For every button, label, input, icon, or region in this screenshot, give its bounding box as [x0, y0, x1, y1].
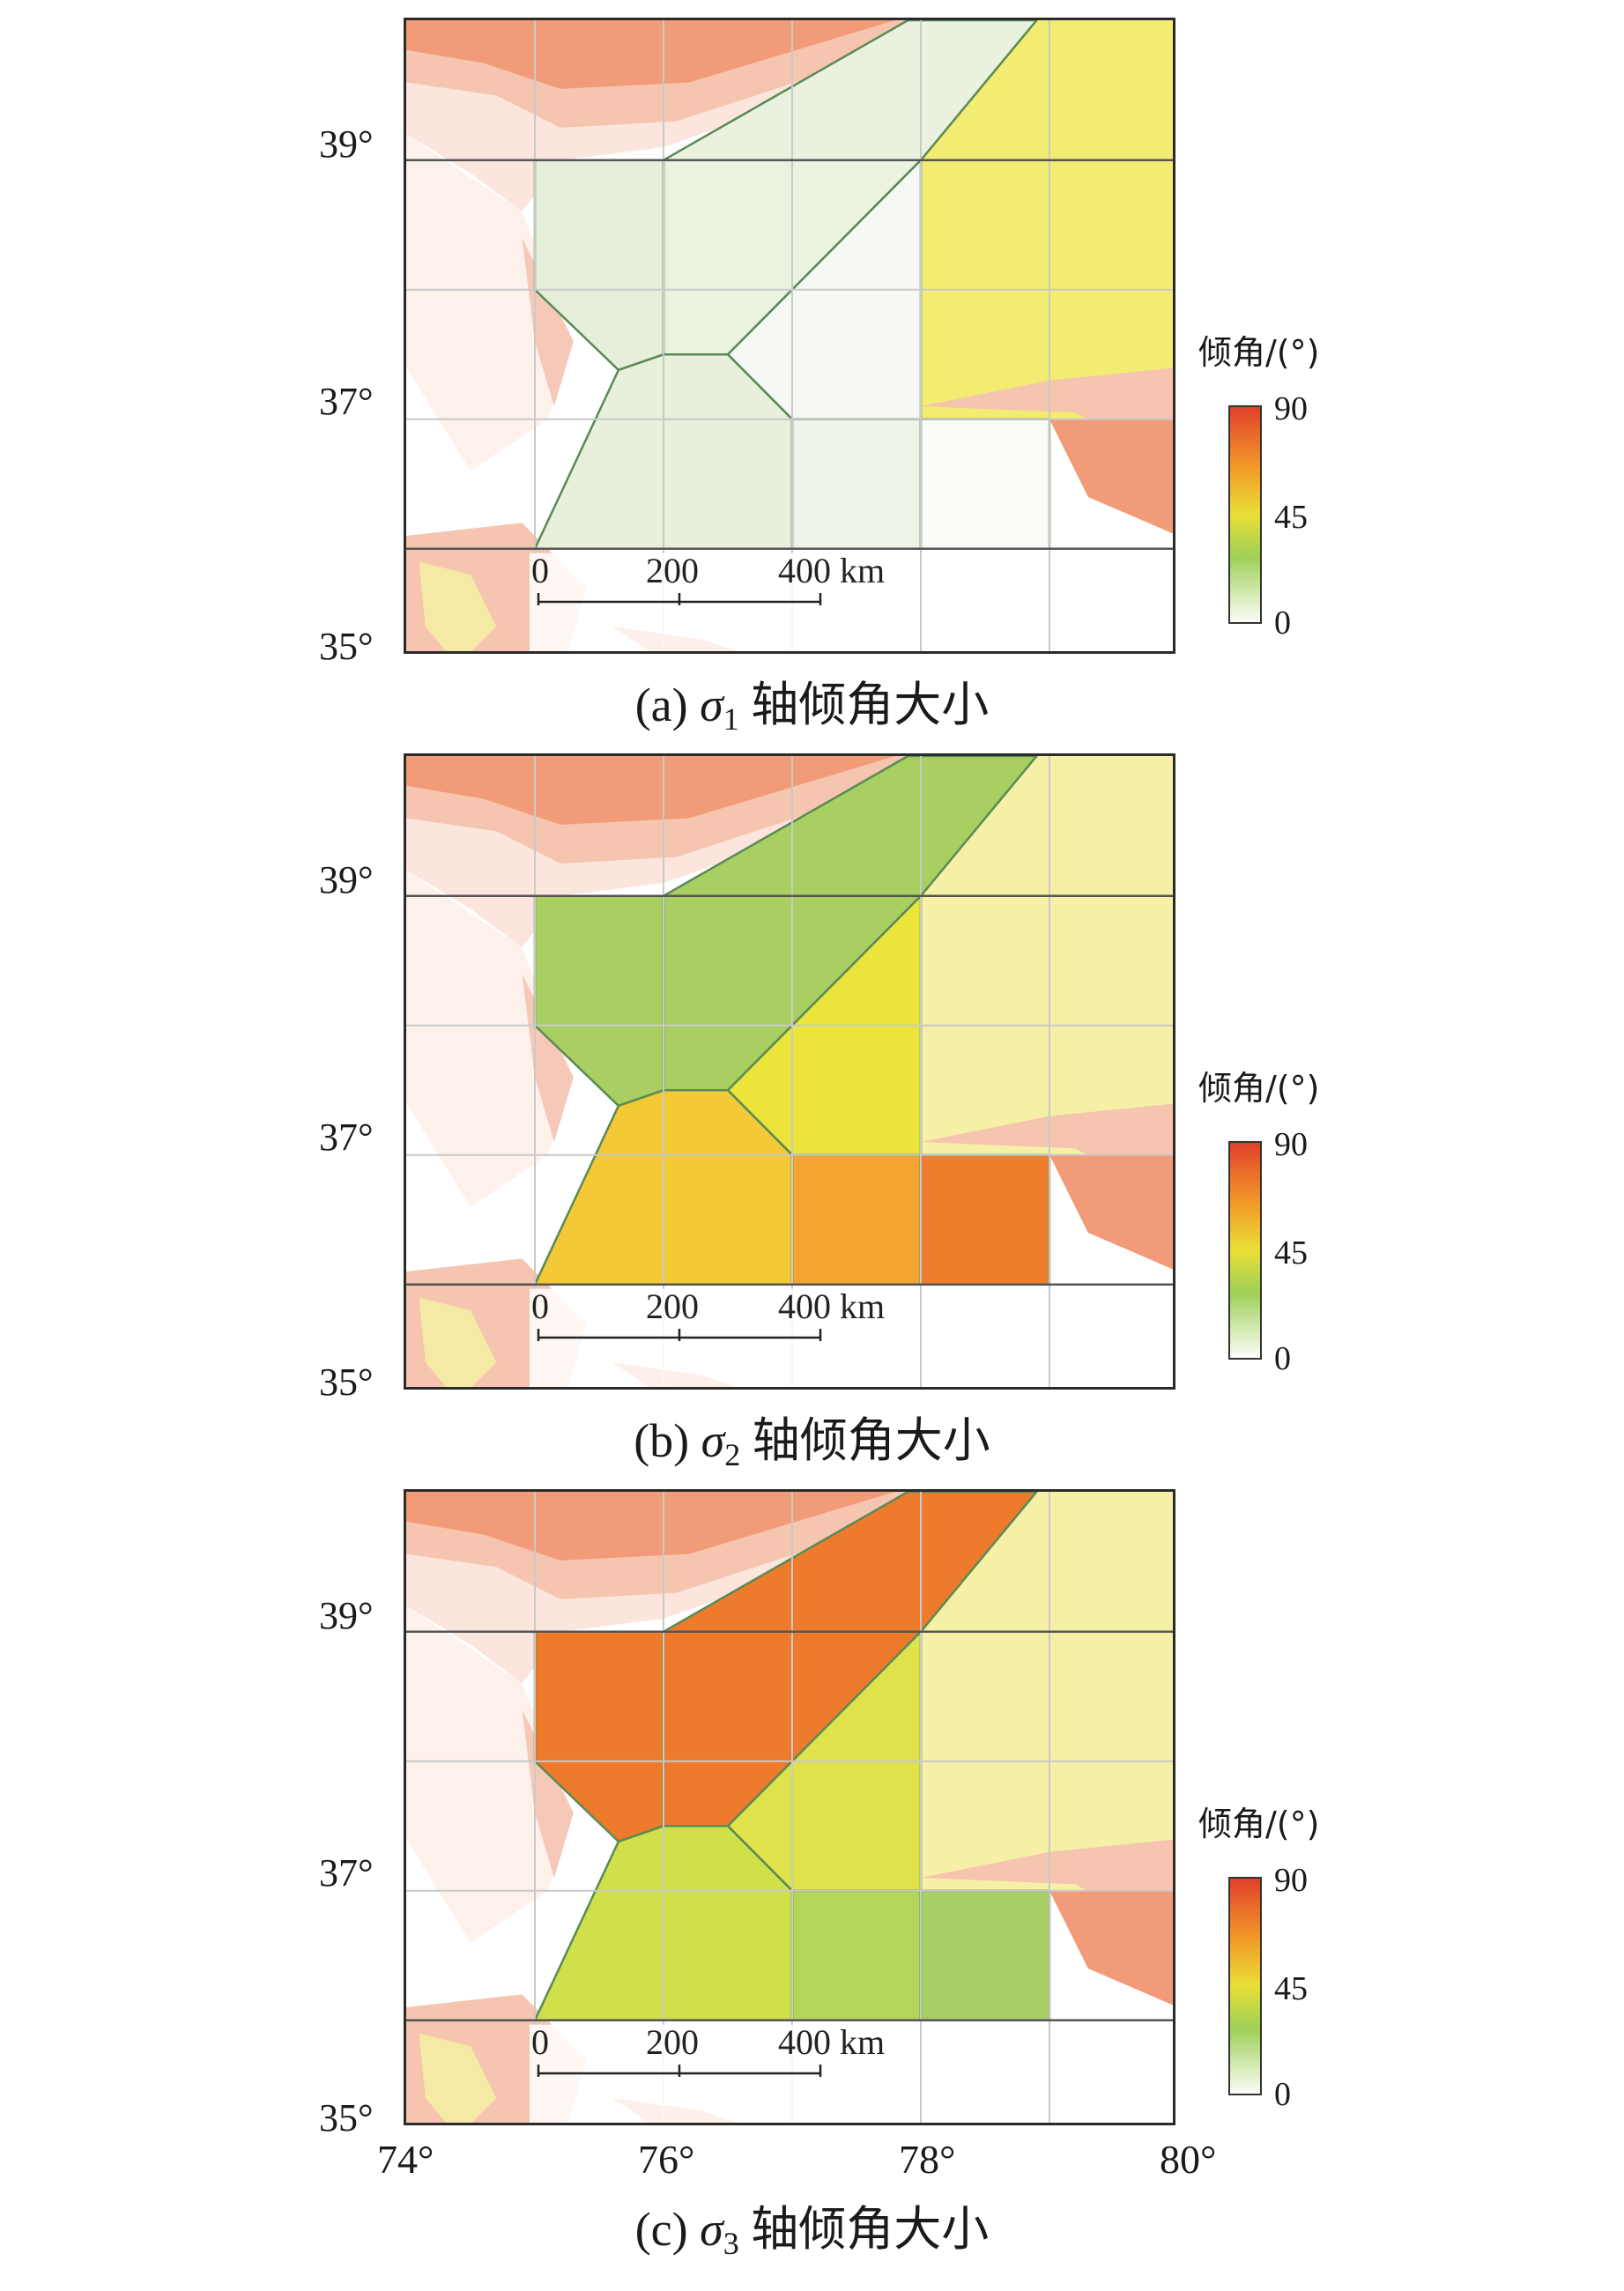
colorbar-c-tick-90: 90 [1274, 1862, 1308, 1899]
colorbar-a-tick-45: 45 [1274, 499, 1308, 536]
block-southeast-1 [790, 418, 923, 551]
terrain-north-high [406, 20, 895, 89]
colorbar-a-tick-90: 90 [1274, 390, 1308, 427]
block-southeast-2 [919, 1889, 1051, 2022]
terrain-east-mid [921, 1839, 1173, 1940]
caption-b-subscript: 2 [724, 1437, 741, 1472]
lat-label-35: 35° [319, 1361, 374, 1404]
lat-label-39: 39° [319, 1594, 374, 1637]
terrain-west-pale [406, 870, 574, 1207]
terrain-east-high [1049, 1890, 1173, 2006]
colorbar-b-tick-45: 45 [1274, 1234, 1308, 1272]
caption-c-symbol: σ [700, 2203, 723, 2256]
terrain-north-high [406, 1492, 895, 1561]
terrain-west-pale [406, 134, 574, 471]
lat-label-37: 37° [319, 1116, 374, 1159]
colorbar-c-tick-0: 0 [1274, 2076, 1291, 2113]
lat-label-37: 37° [319, 1851, 374, 1894]
block-southeast-2 [919, 1153, 1051, 1286]
block-southeast-2 [919, 418, 1051, 551]
lon-label-80: 80° [1160, 2137, 1217, 2182]
caption-a-symbol: σ [700, 678, 723, 731]
colorbar-a [1228, 405, 1262, 624]
terrain-east-high [1049, 1154, 1173, 1270]
terrain-east-mid [921, 1103, 1173, 1205]
scale-bar-label: 400 km [778, 1286, 885, 1326]
block-southeast-1 [790, 1153, 923, 1286]
caption-b-suffix: 轴倾角大小 [752, 1414, 990, 1467]
colorbar-b-tick-90: 90 [1274, 1126, 1308, 1163]
scale-bar-label: 0 [531, 551, 549, 590]
terrain-east-high [1049, 419, 1173, 534]
legend-title-a: 倾角/(°) [1198, 333, 1320, 372]
terrain-southwest-yellow [419, 1297, 497, 1387]
caption-a-suffix: 轴倾角大小 [751, 678, 990, 731]
scale-bar-label: 0 [531, 2022, 549, 2062]
terrain-west-pale [406, 1605, 574, 1943]
caption-c-suffix: 轴倾角大小 [751, 2203, 990, 2256]
legend-title-b: 倾角/(°) [1198, 1069, 1320, 1108]
scale-bar-label: 400 km [778, 551, 885, 590]
colorbar-b-tick-0: 0 [1274, 1340, 1291, 1377]
map-svg-b: 0 200 400 km [406, 756, 1173, 1387]
map-frame-a: 0 200 400 km [404, 18, 1175, 654]
block-southeast-1 [790, 1889, 923, 2022]
caption-c: (c) σ3 轴倾角大小 [0, 2203, 1624, 2270]
colorbar-b [1228, 1141, 1262, 1360]
caption-a-prefix: (a) [634, 678, 688, 731]
caption-c-subscript: 3 [723, 2226, 739, 2261]
map-frame-c: 0 200 400 km [404, 1489, 1175, 2125]
lon-label-74: 74° [377, 2137, 434, 2182]
colorbar-c [1228, 1877, 1262, 2095]
caption-b-prefix: (b) [634, 1414, 690, 1467]
lon-label-78: 78° [899, 2137, 956, 2182]
caption-b: (b) σ2 轴倾角大小 [0, 1414, 1624, 1481]
map-svg-a: 0 200 400 km [406, 20, 1173, 651]
scale-bar-label: 200 [646, 2022, 699, 2062]
map-frame-b: 0 200 400 km [404, 753, 1175, 1390]
scale-bar-label: 200 [646, 1286, 699, 1326]
scale-bar-label: 0 [531, 1286, 549, 1326]
lat-label-39: 39° [319, 858, 374, 901]
caption-a-subscript: 1 [723, 701, 739, 737]
terrain-southwest-yellow [419, 561, 497, 651]
colorbar-a-tick-0: 0 [1274, 604, 1291, 641]
lat-label-37: 37° [319, 380, 374, 423]
terrain-north-high [406, 756, 895, 825]
scale-bar-label: 400 km [778, 2022, 885, 2062]
caption-c-prefix: (c) [634, 2203, 688, 2256]
colorbar-c-tick-45: 45 [1274, 1970, 1308, 2007]
lat-label-39: 39° [319, 122, 374, 166]
lon-label-76: 76° [638, 2137, 695, 2182]
lat-label-35: 35° [319, 625, 374, 668]
legend-title-c: 倾角/(°) [1198, 1805, 1320, 1843]
lat-label-35: 35° [319, 2096, 374, 2139]
caption-a: (a) σ1 轴倾角大小 [0, 678, 1624, 745]
terrain-east-mid [921, 367, 1173, 469]
scale-bar-label: 200 [646, 551, 699, 590]
terrain-southwest-yellow [419, 2033, 497, 2123]
map-svg-c: 0 200 400 km [406, 1492, 1173, 2123]
caption-b-symbol: σ [701, 1414, 725, 1467]
